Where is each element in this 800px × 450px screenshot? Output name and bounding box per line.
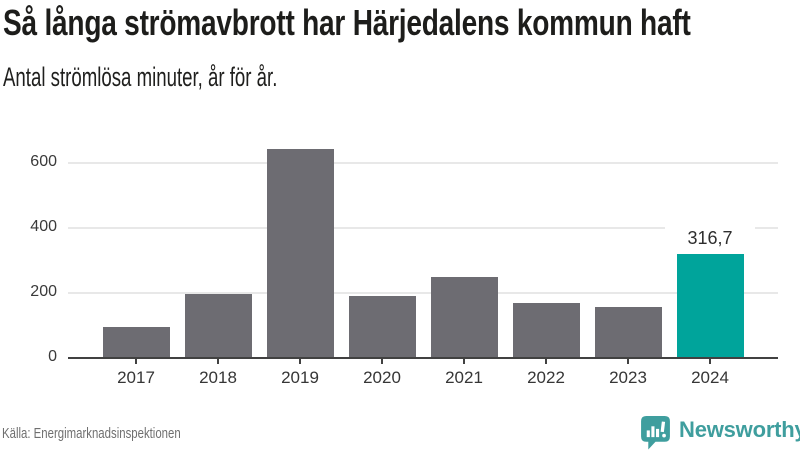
x-axis-line — [68, 357, 778, 359]
newsworthy-logo-icon — [641, 416, 670, 450]
gridline-400 — [68, 227, 778, 229]
y-axis-label: 0 — [48, 348, 57, 365]
y-axis-label: 400 — [30, 218, 57, 235]
y-axis-label: 200 — [30, 283, 57, 300]
bar-2022 — [512, 303, 580, 357]
chart-subtitle: Antal strömlösa minuter, år för år. — [3, 62, 278, 92]
bar-2023 — [594, 307, 662, 357]
newsworthy-logo: Newsworthy — [640, 415, 800, 450]
x-axis-tick — [463, 359, 465, 364]
bar-2020 — [348, 296, 416, 357]
x-axis-tick — [709, 359, 711, 364]
x-axis-label: 2024 — [691, 368, 729, 387]
source-caption: Källa: Energimarknadsinspektionen — [2, 425, 181, 442]
x-axis-label: 2018 — [199, 368, 237, 387]
bar-2018 — [184, 294, 252, 357]
x-axis-tick — [217, 359, 219, 364]
gridline-200 — [68, 292, 778, 294]
bar-2017 — [102, 327, 170, 357]
x-axis-label: 2022 — [527, 368, 565, 387]
y-axis-label: 600 — [30, 153, 57, 170]
x-axis-tick — [381, 359, 383, 364]
bar-2024 — [676, 254, 744, 357]
x-axis-tick — [627, 359, 629, 364]
x-axis-tick — [299, 359, 301, 364]
x-axis-label: 2017 — [117, 368, 155, 387]
bar-2019 — [266, 149, 334, 357]
x-axis-tick — [545, 359, 547, 364]
chart-title: Så långa strömavbrott har Härjedalens ko… — [3, 2, 691, 43]
bar-value-label: 316,7 — [665, 226, 755, 250]
x-axis-label: 2023 — [609, 368, 647, 387]
x-axis-label: 2020 — [363, 368, 401, 387]
x-axis-tick — [135, 359, 137, 364]
gridline-600 — [68, 162, 778, 164]
x-axis-label: 2019 — [281, 368, 319, 387]
x-axis-label: 2021 — [445, 368, 483, 387]
newsworthy-logo-text: Newsworthy — [679, 417, 800, 442]
bar-2021 — [430, 277, 498, 357]
